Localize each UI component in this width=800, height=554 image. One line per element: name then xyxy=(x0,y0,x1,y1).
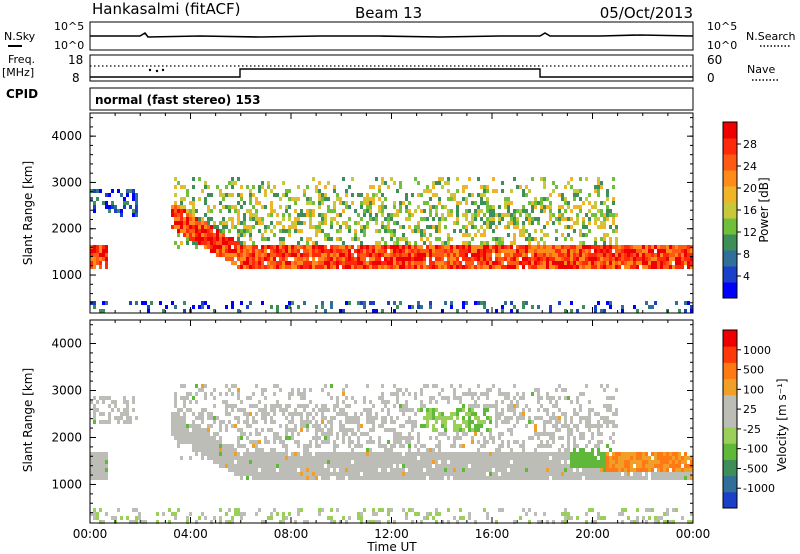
freq-panel-frame xyxy=(89,54,694,82)
ytick-label-0-0: 1000 xyxy=(51,268,82,282)
vel-scale-swatch-8 xyxy=(723,362,737,380)
ytick-label-1-0: 1000 xyxy=(51,477,82,491)
power-scale-tick-4: 12 xyxy=(743,226,757,239)
power-scale-tick-3: 16 xyxy=(743,204,757,217)
vel-scale-swatch-1 xyxy=(723,475,737,493)
nsky-label: N.Sky xyxy=(4,30,36,43)
power-scale-swatch-3 xyxy=(723,234,737,251)
nsky-tick-top: 10^5 xyxy=(54,20,84,33)
vel-scale-swatch-2 xyxy=(723,459,737,477)
freq-label: Freq. xyxy=(8,53,35,66)
power-scale-swatch-0 xyxy=(723,282,737,299)
velocity-ylabel: Slant Range [km] xyxy=(21,368,35,472)
power-scale-tick-2: 20 xyxy=(743,182,757,195)
xtick-label-1: 04:00 xyxy=(173,527,208,541)
power-scale-swatch-10 xyxy=(723,122,737,139)
nsky-tick-bottom: 10^0 xyxy=(54,39,84,52)
vel-scale-swatch-6 xyxy=(723,394,737,412)
velocity-scale-label: Velocity [m s⁻¹] xyxy=(775,378,789,471)
cpid-label: CPID xyxy=(6,87,38,101)
freq-tick-bottom: 8 xyxy=(72,71,80,85)
velocity-heatmap xyxy=(90,384,693,524)
vel-scale-swatch-7 xyxy=(723,378,737,396)
station-title: Hankasalmi (fitACF) xyxy=(92,0,240,18)
nsearch-tick-bottom: 10^0 xyxy=(707,39,737,52)
power-scale-swatch-5 xyxy=(723,202,737,219)
vel-scale-tick-5: -100 xyxy=(743,443,768,456)
ytick-label-0-1: 2000 xyxy=(51,222,82,236)
xtick-label-3: 12:00 xyxy=(374,527,409,541)
power-scale-swatch-8 xyxy=(723,154,737,171)
vel-scale-tick-4: -25 xyxy=(743,423,761,436)
power-heatmap xyxy=(90,177,693,313)
xtick-label-6: 00:00 xyxy=(676,527,711,541)
power-scale-swatch-1 xyxy=(723,266,737,283)
nsearch-label: N.Search xyxy=(746,30,796,43)
xtick-label-0: 00:00 xyxy=(73,527,108,541)
noise-trace xyxy=(90,31,694,38)
vel-scale-tick-2: 100 xyxy=(743,383,764,396)
vel-scale-swatch-10 xyxy=(723,330,737,347)
power-scale-tick-1: 24 xyxy=(743,160,757,173)
power-scale-swatch-2 xyxy=(723,250,737,267)
freq-tick-top: 18 xyxy=(68,53,83,67)
vel-scale-tick-6: -500 xyxy=(743,462,768,475)
power-scale-swatch-6 xyxy=(723,186,737,203)
vel-scale-swatch-0 xyxy=(723,491,737,509)
xtick-label-4: 16:00 xyxy=(475,527,510,541)
vel-scale-tick-1: 500 xyxy=(743,364,764,377)
freq-trace xyxy=(90,68,693,78)
vel-scale-swatch-3 xyxy=(723,443,737,460)
freq-unit-label: [MHz] xyxy=(2,66,34,79)
xaxis-label: Time UT xyxy=(366,540,417,554)
power-scale-tick-0: 28 xyxy=(743,138,757,151)
vel-scale-swatch-5 xyxy=(723,410,737,428)
nave-label: Nave xyxy=(747,63,775,76)
power-scale-swatch-9 xyxy=(723,138,737,155)
vel-scale-swatch-4 xyxy=(723,427,737,444)
power-scale-tick-6: 4 xyxy=(743,270,750,283)
vel-scale-swatch-9 xyxy=(723,346,737,363)
power-scale-tick-5: 8 xyxy=(743,248,750,261)
beam-title: Beam 13 xyxy=(355,4,422,22)
nsearch-tick-top: 10^5 xyxy=(707,20,737,33)
power-colorbar: 28 24 20 16 12 8 4 xyxy=(722,121,757,299)
power-scale-label: Power [dB] xyxy=(757,177,771,242)
ytick-label-0-3: 4000 xyxy=(51,129,82,143)
cpid-panel-frame xyxy=(89,87,694,111)
ytick-label-1-1: 2000 xyxy=(51,430,82,444)
vel-scale-tick-3: 25 xyxy=(743,403,757,416)
ytick-label-1-3: 4000 xyxy=(51,336,82,350)
power-scale-swatch-4 xyxy=(723,218,737,235)
date-title: 05/Oct/2013 xyxy=(600,4,693,22)
xtick-label-2: 08:00 xyxy=(274,527,309,541)
velocity-colorbar: 1000 500 100 25 -25 -100 -500 -1000 xyxy=(722,329,775,509)
ytick-label-0-2: 3000 xyxy=(51,175,82,189)
xtick-label-5: 20:00 xyxy=(575,527,610,541)
vel-scale-tick-0: 1000 xyxy=(743,344,771,357)
ytick-label-1-2: 3000 xyxy=(51,383,82,397)
vel-scale-tick-7: -1000 xyxy=(743,482,775,495)
power-scale-swatch-7 xyxy=(723,170,737,187)
nave-tick-bottom: 0 xyxy=(707,71,715,85)
cpid-mode-text: normal (fast stereo) 153 xyxy=(95,93,261,107)
nave-tick-top: 60 xyxy=(707,53,722,67)
power-ylabel: Slant Range [km] xyxy=(21,161,35,265)
